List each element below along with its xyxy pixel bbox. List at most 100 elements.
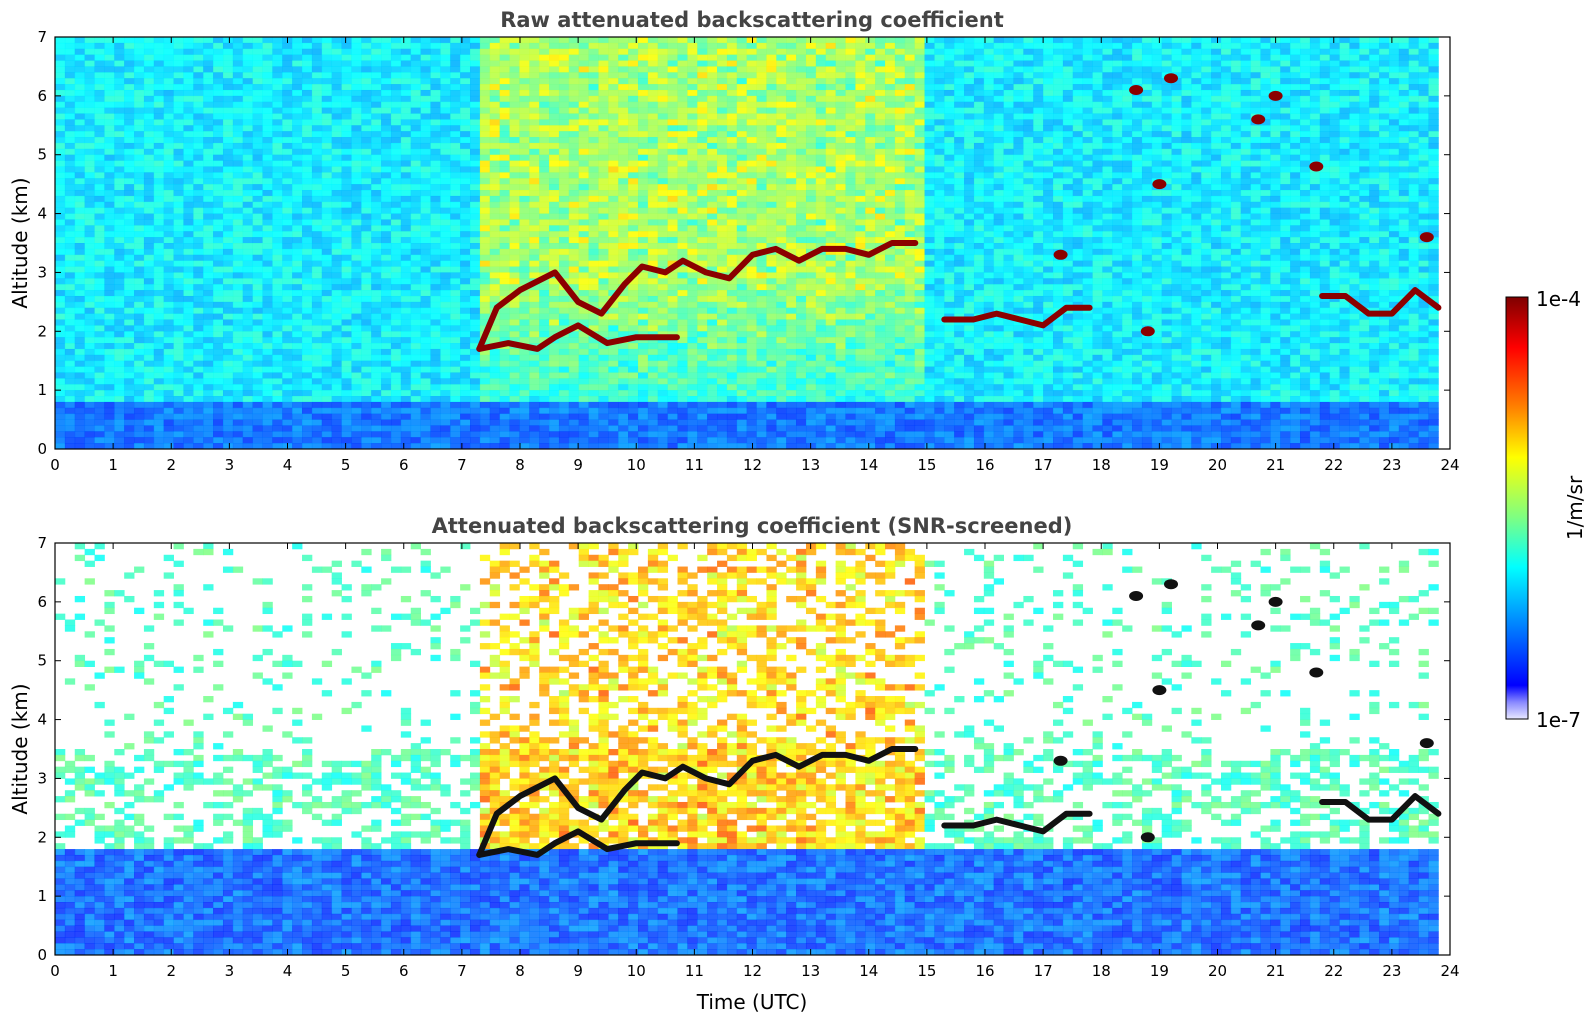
field-cell-2147 [351, 313, 362, 320]
field-cell-604 [134, 295, 145, 303]
field-cell-4777 [726, 137, 738, 144]
field-cell-1721 [292, 278, 303, 285]
field-cell-3913 [598, 407, 609, 415]
field-cell-3661 [568, 160, 580, 167]
field-cell-4316 [657, 307, 669, 315]
field-cell-4497 [687, 137, 698, 144]
field-cell-2675 [430, 125, 441, 132]
field-cell-3516 [549, 131, 560, 138]
field-cell-1493 [262, 172, 273, 179]
field-cell-3252 [509, 225, 520, 232]
field-cell-1824 [311, 60, 323, 67]
field-cell-4670 [707, 331, 718, 338]
field-cell-2462 [400, 107, 412, 114]
field-cell-3687 [568, 313, 580, 320]
field-cell-4649 [707, 207, 718, 214]
field-cell-1412 [252, 107, 263, 114]
field-cell-2128 [351, 201, 362, 209]
field-cell-3361 [529, 42, 540, 50]
field-cell-101 [64, 219, 76, 226]
field-cell-1004 [193, 178, 204, 185]
field-cell-419 [104, 443, 115, 449]
field-cell-2350 [381, 272, 392, 279]
field-cell-2846 [450, 307, 461, 315]
field-cell-4735 [717, 301, 728, 309]
field-cell-232 [84, 166, 95, 173]
field-cell-4097 [628, 254, 639, 262]
field-cell-4383 [667, 290, 678, 297]
field-cell-4498 [687, 142, 698, 150]
field-cell-4342 [667, 48, 678, 56]
field-cell-3645 [568, 66, 580, 73]
field-cell-2289 [371, 325, 382, 332]
field-cell-4738 [717, 319, 728, 326]
field-cell-386 [104, 248, 115, 256]
field-cell-3300 [519, 95, 530, 103]
field-cell-557 [124, 431, 135, 438]
field-cell-2078 [341, 319, 352, 326]
field-cell-649 [143, 148, 155, 156]
field-cell-2781 [440, 337, 451, 344]
field-cell-3340 [519, 331, 530, 338]
field-cell-2777 [440, 313, 451, 320]
field-cell-269 [84, 384, 95, 391]
field-cell-2118 [351, 142, 362, 150]
field-cell-1947 [321, 372, 333, 379]
field-cell-1212 [222, 166, 234, 173]
field-cell-3527 [549, 195, 560, 203]
field-cell-1573 [272, 231, 283, 238]
field-cell-3895 [598, 301, 609, 309]
field-cell-3203 [499, 348, 510, 356]
field-cell-1015 [193, 243, 204, 250]
field-cell-393 [104, 290, 115, 297]
field-cell-3040 [479, 213, 491, 220]
field-cell-2213 [361, 290, 372, 297]
field-cell-4892 [736, 401, 748, 409]
field-cell-658 [143, 201, 155, 209]
field-cell-1630 [282, 154, 293, 161]
field-cell-2910 [460, 272, 471, 279]
field-cell-3945 [608, 184, 619, 191]
field-cell-229 [84, 148, 95, 156]
field-cell-4345 [667, 66, 678, 73]
field-cell-1042 [193, 401, 204, 409]
field-cell-4753 [717, 407, 728, 415]
field-cell-1766 [302, 131, 313, 138]
field-cell-2766 [440, 248, 451, 256]
field-cell-1034 [193, 354, 204, 362]
field-cell-2825 [450, 184, 461, 191]
field-cell-70 [64, 37, 76, 44]
field-cell-4494 [687, 119, 698, 126]
field-cell-4393 [667, 348, 678, 356]
field-cell-4208 [647, 84, 659, 91]
field-cell-652 [143, 166, 155, 173]
field-cell-142 [74, 48, 86, 56]
field-cell-3170 [499, 154, 510, 161]
field-cell-1428 [252, 201, 263, 209]
field-cell-659 [143, 207, 155, 214]
field-cell-994 [193, 119, 204, 126]
field-cell-2764 [440, 237, 451, 244]
field-cell-253 [84, 290, 95, 297]
field-cell-2798 [440, 437, 451, 444]
field-cell-732 [153, 225, 165, 232]
field-cell-3929 [608, 89, 619, 97]
field-cell-2495 [400, 301, 412, 309]
field-cell-806 [163, 248, 174, 256]
field-cell-448 [114, 201, 125, 209]
field-cell-1616 [282, 72, 293, 79]
field-cell-3514 [549, 119, 560, 126]
field-cell-289 [94, 89, 105, 97]
field-cell-2918 [460, 319, 471, 326]
field-cell-712 [153, 107, 165, 114]
field-cell-2738 [440, 84, 451, 91]
field-cell-3032 [479, 166, 491, 173]
field-cell-1103 [203, 348, 214, 356]
field-cell-1847 [311, 195, 323, 203]
field-cell-1712 [292, 225, 303, 232]
field-cell-1749 [292, 443, 303, 449]
field-cell-3128 [489, 319, 501, 326]
field-cell-1768 [302, 142, 313, 150]
field-cell-3688 [568, 319, 580, 326]
field-cell-943 [183, 231, 194, 238]
